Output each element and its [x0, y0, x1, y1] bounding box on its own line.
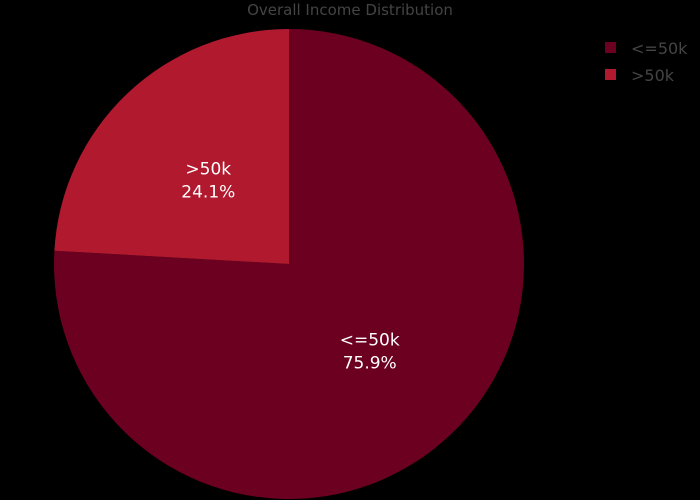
pie-slice-labels: <=50k 75.9% >50k 24.1%: [181, 160, 400, 374]
pie-slices: [53, 29, 524, 500]
legend-item[interactable]: <=50k: [605, 39, 688, 58]
legend: <=50k >50k: [605, 39, 688, 85]
legend-label: <=50k: [631, 39, 688, 58]
chart-title: Overall Income Distribution: [247, 1, 453, 19]
legend-swatch: [605, 69, 616, 80]
pie-slice-2: [54, 29, 289, 264]
legend-swatch: [605, 42, 616, 53]
legend-label: >50k: [631, 66, 675, 85]
legend-item[interactable]: >50k: [605, 66, 675, 85]
slice-percent-label: 24.1%: [181, 183, 235, 203]
slice-percent-label: 75.9%: [343, 353, 397, 373]
slice-category-label: >50k: [185, 160, 231, 180]
slice-category-label: <=50k: [340, 330, 400, 350]
